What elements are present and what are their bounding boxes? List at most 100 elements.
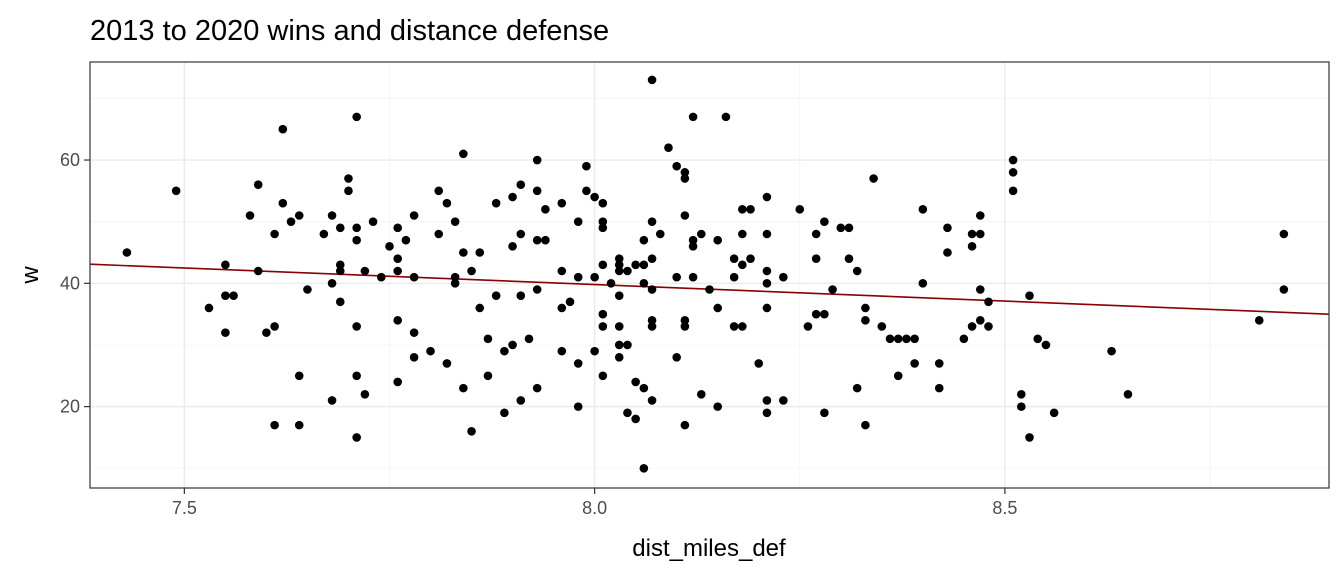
data-point <box>934 383 944 393</box>
data-point <box>820 408 829 418</box>
data-point <box>1025 433 1034 442</box>
x-tick-label: 7.5 <box>172 498 197 518</box>
data-point <box>1008 155 1018 165</box>
data-point <box>680 316 690 325</box>
data-point <box>967 322 977 331</box>
data-point <box>434 186 444 196</box>
data-point <box>360 389 370 399</box>
data-point <box>696 389 706 399</box>
data-point <box>409 328 419 337</box>
data-point <box>344 174 353 183</box>
data-point <box>680 322 690 331</box>
data-point <box>975 316 985 325</box>
data-point <box>647 322 657 331</box>
data-point <box>360 266 370 276</box>
y-axis-title: w <box>17 266 44 285</box>
data-point <box>664 143 673 152</box>
data-point <box>1049 408 1059 418</box>
data-point <box>516 396 526 405</box>
data-point <box>820 217 829 226</box>
data-point <box>614 254 624 263</box>
data-point <box>376 272 386 282</box>
data-point <box>557 198 567 208</box>
data-point <box>688 235 698 245</box>
data-point <box>762 266 772 276</box>
data-point <box>450 217 460 226</box>
data-point <box>623 408 632 418</box>
data-point <box>557 266 567 276</box>
data-point <box>335 297 345 307</box>
data-point <box>746 254 755 263</box>
data-point <box>688 242 698 251</box>
data-point <box>647 316 657 325</box>
data-point <box>409 353 419 362</box>
data-point <box>811 229 821 239</box>
data-point <box>286 217 296 226</box>
data-point <box>910 334 919 344</box>
data-point <box>639 463 649 473</box>
y-tick-label: 60 <box>60 150 80 170</box>
data-point <box>754 359 764 368</box>
data-point <box>434 229 444 239</box>
data-point <box>943 223 952 233</box>
data-point <box>918 205 928 214</box>
data-point <box>352 112 361 122</box>
data-point <box>171 186 181 196</box>
data-point <box>1017 402 1026 411</box>
data-point <box>1279 229 1289 239</box>
data-point <box>688 272 698 282</box>
data-point <box>803 322 813 331</box>
data-point <box>270 322 279 331</box>
data-point <box>426 346 435 356</box>
data-point <box>352 371 361 381</box>
data-point <box>639 260 649 270</box>
y-tick-label: 20 <box>60 397 80 417</box>
data-point <box>820 309 829 319</box>
data-point <box>852 383 862 393</box>
data-point <box>984 322 993 331</box>
data-point <box>491 291 501 300</box>
data-point <box>639 235 649 245</box>
data-point <box>606 279 616 288</box>
data-point <box>590 272 599 282</box>
data-point <box>598 371 608 381</box>
data-point <box>910 359 919 368</box>
data-point <box>598 217 608 226</box>
data-point <box>647 285 657 294</box>
data-point <box>614 322 624 331</box>
data-point <box>984 297 993 307</box>
data-point <box>836 223 846 233</box>
data-point <box>943 248 952 257</box>
data-point <box>680 168 690 177</box>
panel-background <box>90 62 1329 488</box>
data-point <box>762 303 772 313</box>
data-point <box>327 396 337 405</box>
data-point <box>483 334 493 344</box>
data-point <box>253 180 263 189</box>
data-point <box>680 420 690 430</box>
data-point <box>738 229 747 239</box>
data-point <box>532 186 542 196</box>
data-point <box>975 285 985 294</box>
data-point <box>1033 334 1043 344</box>
data-point <box>565 297 575 307</box>
data-point <box>811 309 821 319</box>
data-point <box>598 322 608 331</box>
data-point <box>647 396 657 405</box>
data-point <box>869 174 878 183</box>
data-point <box>541 235 550 245</box>
data-point <box>368 217 378 226</box>
data-point <box>779 272 788 282</box>
data-point <box>500 408 509 418</box>
data-point <box>385 242 394 251</box>
data-point <box>409 211 419 220</box>
data-point <box>1017 389 1026 399</box>
data-point <box>262 328 271 337</box>
data-point <box>582 161 591 171</box>
data-point <box>655 229 665 239</box>
data-point <box>614 353 624 362</box>
data-point <box>631 414 640 424</box>
data-point <box>532 285 542 294</box>
data-point <box>467 426 476 436</box>
data-point <box>245 211 255 220</box>
